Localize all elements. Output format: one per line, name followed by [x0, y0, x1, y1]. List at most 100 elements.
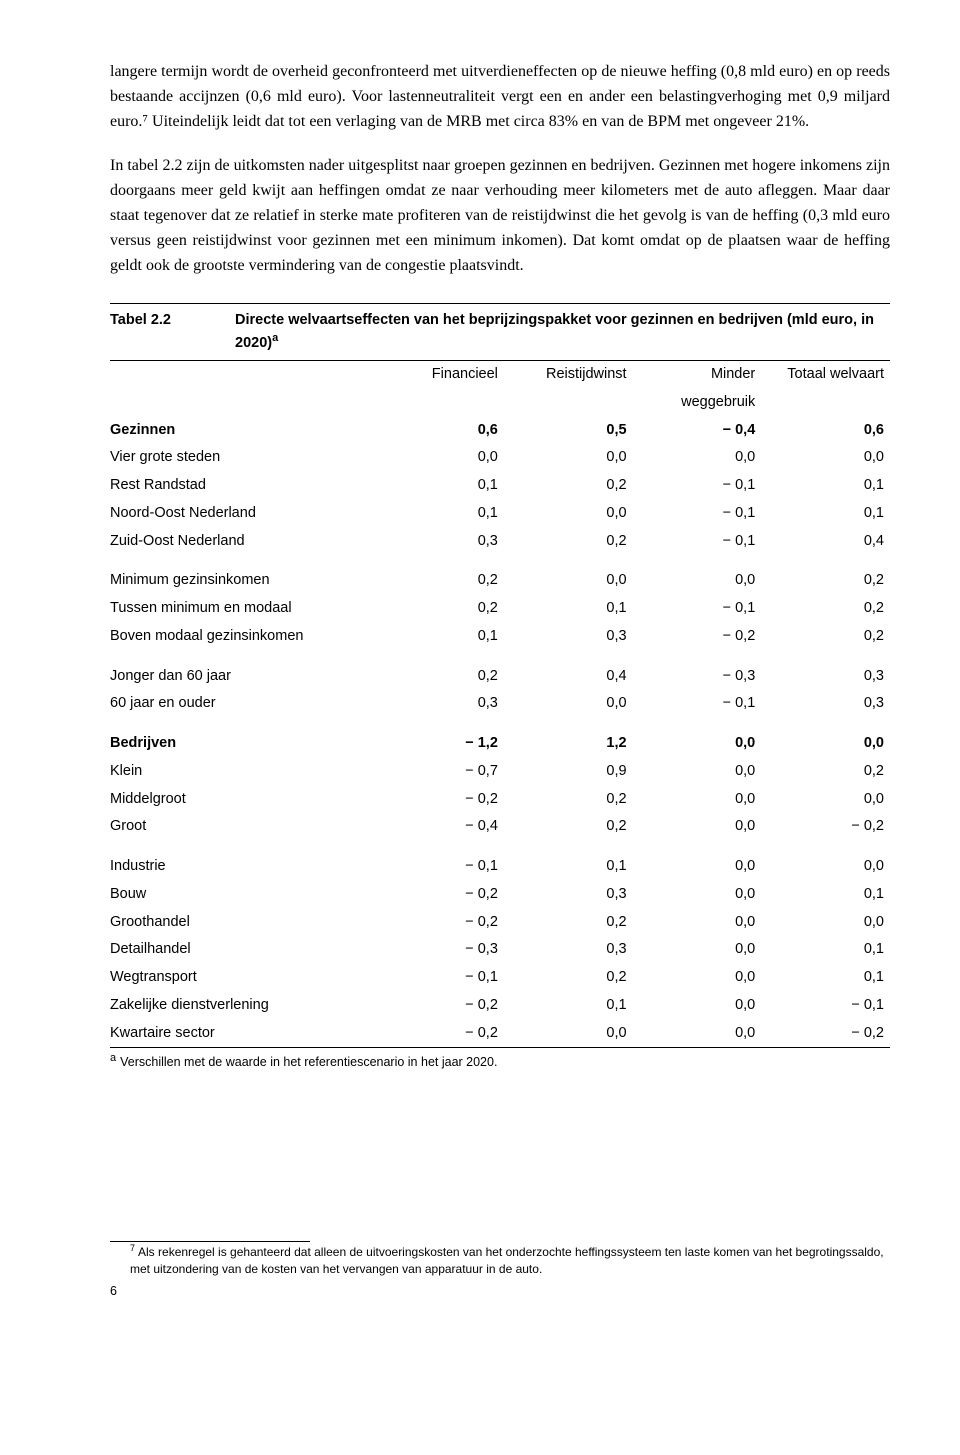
table-row: Boven modaal gezinsinkomen0,10,3− 0,20,2 [110, 623, 890, 651]
row-value: 0,0 [504, 690, 633, 718]
row-value: 0,2 [504, 813, 633, 841]
page-number: 6 [110, 1282, 890, 1301]
row-value: − 0,2 [375, 881, 504, 909]
table-row: Kwartaire sector− 0,20,00,0− 0,2 [110, 1020, 890, 1048]
row-label: Tussen minimum en modaal [110, 595, 375, 623]
row-value: 0,0 [633, 909, 762, 937]
table-row: Gezinnen0,60,5− 0,40,6 [110, 417, 890, 445]
row-value: 0,1 [375, 472, 504, 500]
row-value: 0,0 [633, 964, 762, 992]
row-value: 0,1 [504, 595, 633, 623]
row-label: Groot [110, 813, 375, 841]
row-value: 0,1 [761, 881, 890, 909]
row-value: 0,0 [504, 500, 633, 528]
row-value: − 0,2 [761, 813, 890, 841]
row-label: Gezinnen [110, 417, 375, 445]
row-value: 0,0 [633, 1020, 762, 1048]
row-label: Jonger dan 60 jaar [110, 651, 375, 691]
row-value: 0,0 [761, 718, 890, 758]
row-value: − 0,4 [633, 417, 762, 445]
row-value: 0,0 [761, 444, 890, 472]
row-value: 0,0 [633, 881, 762, 909]
table-row: Minimum gezinsinkomen0,20,00,00,2 [110, 555, 890, 595]
row-value: 0,0 [633, 718, 762, 758]
table-footnote: aVerschillen met de waarde in het refere… [110, 1048, 890, 1070]
row-value: 0,5 [504, 417, 633, 445]
row-value: − 0,1 [633, 690, 762, 718]
row-value: 0,0 [633, 841, 762, 881]
row-value: 0,3 [504, 623, 633, 651]
row-label: Wegtransport [110, 964, 375, 992]
row-value: 0,2 [375, 595, 504, 623]
row-value: − 0,7 [375, 758, 504, 786]
table-head-row-2: weggebruik [110, 389, 890, 417]
row-value: 0,1 [761, 936, 890, 964]
table-2-2: Tabel 2.2 Directe welvaartseffecten van … [110, 303, 890, 1071]
row-value: − 0,1 [375, 964, 504, 992]
row-value: 0,2 [761, 623, 890, 651]
row-value: 0,2 [504, 528, 633, 556]
page-footnote-sup: 7 [130, 1243, 135, 1253]
row-value: 0,3 [761, 651, 890, 691]
row-value: − 0,2 [375, 1020, 504, 1048]
body-paragraph-2: In tabel 2.2 zijn de uitkomsten nader ui… [110, 154, 890, 278]
row-label: Middelgroot [110, 786, 375, 814]
body-paragraph-1: langere termijn wordt de overheid geconf… [110, 60, 890, 134]
row-value: − 0,2 [375, 909, 504, 937]
row-label: 60 jaar en ouder [110, 690, 375, 718]
row-value: 0,3 [375, 528, 504, 556]
row-label: Kwartaire sector [110, 1020, 375, 1048]
table-row: Noord-Oost Nederland0,10,0− 0,10,1 [110, 500, 890, 528]
caption-line-2: 2020) [235, 335, 272, 351]
row-value: 0,2 [761, 595, 890, 623]
col-reistijdwinst: Reistijdwinst [504, 361, 633, 389]
row-value: − 0,1 [633, 472, 762, 500]
row-value: − 0,2 [375, 992, 504, 1020]
row-value: 0,2 [375, 555, 504, 595]
row-value: 0,2 [504, 786, 633, 814]
row-value: 0,0 [633, 758, 762, 786]
para-1-text: langere termijn wordt de overheid geconf… [110, 60, 890, 134]
row-value: − 0,1 [761, 992, 890, 1020]
row-label: Bouw [110, 881, 375, 909]
row-label: Minimum gezinsinkomen [110, 555, 375, 595]
row-value: − 0,4 [375, 813, 504, 841]
row-value: 0,2 [504, 909, 633, 937]
table-row: Middelgroot− 0,20,20,00,0 [110, 786, 890, 814]
row-value: 0,0 [633, 444, 762, 472]
row-value: 0,0 [504, 555, 633, 595]
row-value: 0,3 [504, 936, 633, 964]
row-value: 0,0 [504, 444, 633, 472]
row-value: 0,2 [761, 555, 890, 595]
row-value: 0,2 [375, 651, 504, 691]
row-value: − 1,2 [375, 718, 504, 758]
row-value: 0,4 [761, 528, 890, 556]
row-label: Detailhandel [110, 936, 375, 964]
row-value: − 0,3 [375, 936, 504, 964]
row-value: 0,3 [504, 881, 633, 909]
caption-line-1: Directe welvaartseffecten van het beprij… [235, 312, 874, 328]
row-value: 0,3 [761, 690, 890, 718]
row-value: − 0,2 [633, 623, 762, 651]
row-label: Noord-Oost Nederland [110, 500, 375, 528]
row-value: 0,1 [761, 500, 890, 528]
row-label: Klein [110, 758, 375, 786]
row-label: Vier grote steden [110, 444, 375, 472]
row-value: 0,6 [761, 417, 890, 445]
table-row: Detailhandel− 0,30,30,00,1 [110, 936, 890, 964]
row-value: 0,1 [761, 964, 890, 992]
table-row: Vier grote steden0,00,00,00,0 [110, 444, 890, 472]
row-value: 0,1 [504, 841, 633, 881]
row-value: 0,2 [761, 758, 890, 786]
row-value: 0,0 [504, 1020, 633, 1048]
row-value: 0,2 [504, 472, 633, 500]
row-value: − 0,1 [633, 595, 762, 623]
row-value: − 0,3 [633, 651, 762, 691]
table-row: Bouw− 0,20,30,00,1 [110, 881, 890, 909]
table-row: Klein− 0,70,90,00,2 [110, 758, 890, 786]
page-footnote: 7Als rekenregel is gehanteerd dat alleen… [110, 1241, 310, 1279]
row-value: 0,6 [375, 417, 504, 445]
row-label: Boven modaal gezinsinkomen [110, 623, 375, 651]
row-label: Zakelijke dienstverlening [110, 992, 375, 1020]
row-label: Groothandel [110, 909, 375, 937]
